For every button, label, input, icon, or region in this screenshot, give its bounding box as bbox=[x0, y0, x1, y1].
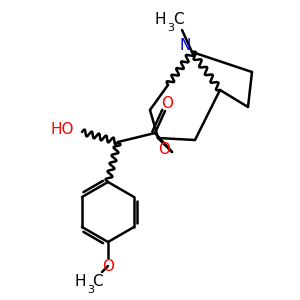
Text: O: O bbox=[102, 259, 114, 274]
Text: H: H bbox=[154, 13, 166, 28]
Text: H: H bbox=[74, 274, 86, 290]
Text: C: C bbox=[92, 274, 103, 290]
Text: 3: 3 bbox=[87, 285, 94, 295]
Text: C: C bbox=[173, 13, 184, 28]
Text: N: N bbox=[179, 38, 191, 53]
Text: HO: HO bbox=[50, 122, 74, 137]
Text: O: O bbox=[161, 97, 173, 112]
Text: 3: 3 bbox=[167, 23, 174, 33]
Text: O: O bbox=[158, 142, 170, 158]
